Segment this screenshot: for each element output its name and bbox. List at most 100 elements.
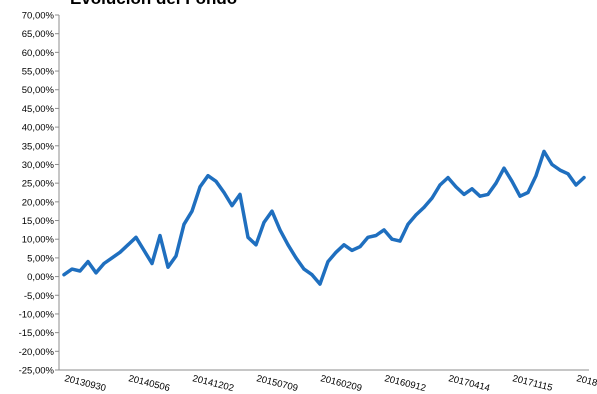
x-tick-label: 20171115 <box>511 373 553 394</box>
data-point <box>358 245 362 249</box>
x-tick-label: 20170414 <box>447 373 491 394</box>
y-tick-label: 55,00% <box>22 67 55 78</box>
x-tick-label: 20130930 <box>63 373 107 394</box>
y-tick-label: 20,00% <box>22 197 55 208</box>
y-tick-label: 50,00% <box>22 85 55 96</box>
y-tick-label: 60,00% <box>22 48 55 59</box>
y-tick-label: -25,00% <box>19 366 55 377</box>
y-tick-label: -20,00% <box>19 347 55 358</box>
data-point <box>86 260 90 264</box>
data-point <box>286 243 290 247</box>
data-point <box>462 192 466 196</box>
data-point <box>174 254 178 258</box>
data-point <box>422 205 426 209</box>
data-point <box>206 174 210 178</box>
y-tick-label: 25,00% <box>22 179 55 190</box>
data-point <box>350 248 354 252</box>
data-point <box>486 192 490 196</box>
data-point <box>478 194 482 198</box>
data-point <box>246 235 250 239</box>
data-point <box>254 243 258 247</box>
data-point <box>118 250 122 254</box>
series-layer <box>62 149 586 286</box>
x-axis-ticks: 20130930 20140506 20141202 20150709 20160209… <box>63 373 597 394</box>
y-tick-label: 5,00% <box>27 253 54 264</box>
x-tick-label: 20150709 <box>255 373 299 394</box>
data-point <box>214 179 218 183</box>
data-point <box>150 262 154 265</box>
data-point <box>270 209 274 213</box>
y-axis-ticks: -25,00% -20,00% -15,00% -10,00% -5,00% 0,00% 5… <box>19 11 59 377</box>
data-point <box>318 282 322 286</box>
data-point <box>158 233 162 237</box>
data-point <box>70 267 74 271</box>
data-point <box>550 162 554 166</box>
y-tick-label: -10,00% <box>19 309 55 320</box>
y-tick-label: -5,00% <box>24 291 55 302</box>
data-point <box>374 233 378 237</box>
chart-title: Evolución del Fondo <box>70 0 237 8</box>
data-point <box>366 235 370 239</box>
data-point <box>342 243 346 247</box>
data-point <box>382 228 386 232</box>
data-point <box>494 181 498 185</box>
data-point <box>310 273 314 277</box>
y-tick-label: 65,00% <box>22 29 55 40</box>
y-tick-label: 10,00% <box>22 235 55 246</box>
data-point <box>102 262 106 265</box>
data-point <box>406 222 410 226</box>
data-point <box>470 187 474 191</box>
data-point <box>126 243 130 247</box>
data-point <box>62 273 66 277</box>
data-point <box>294 256 298 260</box>
y-tick-label: 35,00% <box>22 141 55 152</box>
x-tick-label: 20180619 <box>575 373 597 394</box>
data-point <box>510 179 514 183</box>
data-point <box>534 174 538 178</box>
data-point <box>110 256 114 260</box>
data-point <box>222 191 226 194</box>
data-point <box>182 222 186 226</box>
data-point <box>334 250 338 254</box>
data-point <box>582 176 586 180</box>
data-point <box>134 235 138 239</box>
data-point <box>238 192 242 196</box>
x-tick-label: 20160912 <box>383 373 427 394</box>
data-point <box>454 185 458 189</box>
data-point <box>230 204 234 208</box>
data-point <box>566 172 570 176</box>
data-point <box>302 267 306 271</box>
data-point <box>390 237 394 241</box>
data-point <box>326 260 330 264</box>
fund-series-line <box>62 149 586 286</box>
data-point <box>278 228 282 232</box>
data-point <box>414 213 418 217</box>
data-point <box>430 196 434 200</box>
data-point <box>198 185 202 189</box>
data-point <box>190 209 194 213</box>
data-point <box>142 248 146 252</box>
data-point <box>94 271 98 275</box>
data-point <box>262 220 266 224</box>
data-point <box>502 166 506 170</box>
y-tick-label: 70,00% <box>22 11 55 22</box>
x-tick-label: 20141202 <box>191 373 235 394</box>
data-point <box>526 191 530 194</box>
data-point <box>518 194 522 198</box>
data-point <box>438 183 442 187</box>
y-tick-label: 40,00% <box>22 123 55 134</box>
data-point <box>542 149 546 153</box>
y-tick-label: 0,00% <box>27 272 54 283</box>
data-point <box>558 168 562 172</box>
x-tick-label: 20160209 <box>319 373 363 394</box>
data-point <box>574 183 578 187</box>
y-tick-label: 45,00% <box>22 104 55 115</box>
data-point <box>166 265 170 269</box>
data-point <box>398 239 402 243</box>
data-point <box>78 269 82 273</box>
x-tick-label: 20140506 <box>127 373 171 394</box>
y-tick-label: 30,00% <box>22 160 55 171</box>
y-tick-label: 15,00% <box>22 216 55 227</box>
y-tick-label: -15,00% <box>19 328 55 339</box>
